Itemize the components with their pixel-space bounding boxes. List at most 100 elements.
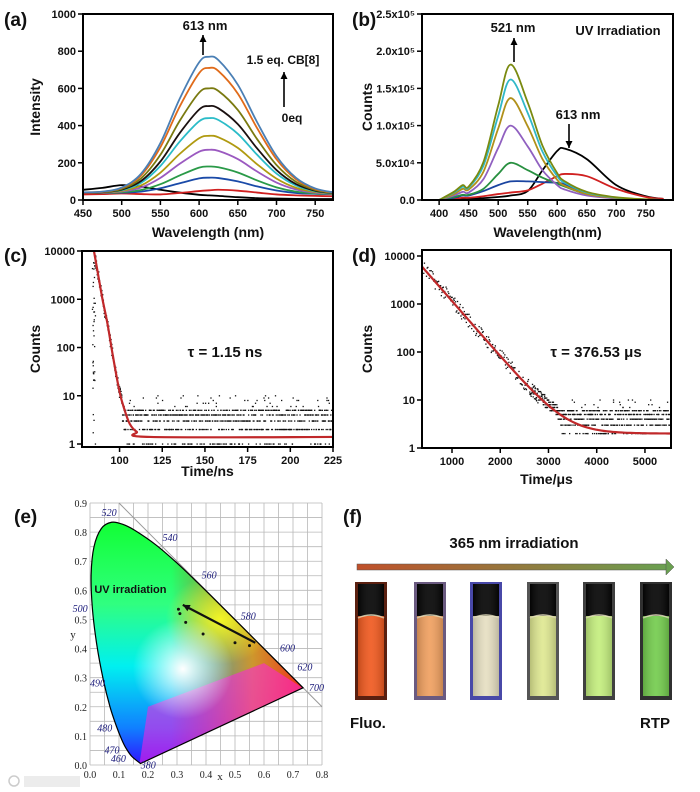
data-point: [640, 410, 642, 412]
data-point: [236, 414, 238, 416]
data-point: [161, 399, 164, 402]
data-point: [578, 413, 580, 416]
data-point: [241, 420, 244, 422]
data-point: [220, 409, 222, 411]
data-point: [327, 414, 329, 416]
vial-glass: [417, 584, 443, 696]
data-point: [281, 414, 283, 416]
data-point: [247, 443, 250, 445]
data-point: [650, 399, 652, 401]
data-point: [272, 409, 274, 411]
data-point: [279, 428, 281, 431]
data-point: [314, 443, 316, 445]
data-point: [540, 395, 542, 397]
data-point: [550, 401, 552, 403]
data-point: [633, 424, 636, 426]
data-point: [612, 399, 615, 401]
data-point: [255, 409, 257, 411]
figure-content: (a) (b) (c) (d) (e) (f) 450 500 550 600 650 700 750 0…: [4, 9, 675, 787]
data-point: [641, 418, 643, 420]
data-point: [437, 280, 439, 283]
data-point: [214, 420, 216, 422]
data-point: [573, 418, 576, 420]
x-tick-label: 450: [459, 208, 477, 220]
data-point: [257, 409, 260, 411]
data-point: [461, 313, 463, 316]
data-point: [217, 443, 219, 445]
x-axis-label: Wavelength(nm): [493, 224, 601, 240]
data-point: [185, 414, 188, 416]
data-point: [666, 418, 669, 420]
data-point: [234, 395, 237, 397]
panel-b-spectra: 400 450 500 550 600 650 700 750 0.0 5.0x10⁴ 1.0x10…: [359, 9, 674, 240]
data-point: [600, 413, 603, 416]
plot-area: [83, 55, 333, 200]
data-point: [456, 300, 459, 303]
data-point: [626, 424, 628, 426]
uv-irradiation-label: UV irradiation: [94, 584, 166, 596]
data-point: [205, 414, 208, 416]
data-point: [184, 428, 187, 431]
data-point: [502, 352, 505, 354]
data-point: [211, 420, 214, 422]
data-point: [600, 432, 603, 435]
data-point: [247, 399, 249, 402]
data-point: [543, 399, 545, 401]
series-line-s4: [83, 165, 333, 195]
data-point: [569, 410, 571, 412]
data-point: [589, 418, 592, 420]
data-point: [151, 428, 154, 431]
data-point: [228, 414, 231, 416]
data-point: [486, 346, 488, 349]
data-point: [655, 418, 657, 420]
data-point: [203, 443, 205, 445]
data-point: [217, 428, 220, 431]
data-point: [554, 404, 556, 406]
rtp-label: RTP: [640, 715, 670, 732]
data-point: [249, 428, 251, 431]
data-point: [257, 428, 259, 431]
data-point: [92, 324, 94, 327]
data-point: [199, 409, 201, 411]
data-point: [600, 418, 603, 420]
data-point: [630, 424, 632, 426]
data-point: [652, 418, 654, 420]
data-point: [663, 424, 665, 426]
data-point: [639, 410, 641, 412]
data-point: [456, 310, 458, 312]
data-point: [585, 410, 588, 412]
data-point: [487, 336, 490, 338]
data-point: [646, 418, 648, 420]
data-point: [324, 409, 326, 411]
data-point: [650, 424, 652, 426]
data-point: [658, 424, 660, 426]
data-point: [501, 350, 503, 352]
data-point: [666, 410, 668, 412]
data-point: [297, 409, 300, 411]
data-point: [432, 273, 434, 275]
data-point: [458, 312, 460, 314]
data-point: [147, 414, 149, 416]
data-point: [610, 410, 612, 412]
data-point: [323, 420, 325, 422]
data-point: [548, 404, 551, 406]
data-point: [546, 406, 548, 409]
data-point: [285, 428, 287, 431]
data-point: [204, 409, 206, 411]
data-point: [146, 428, 148, 431]
data-point: [645, 413, 647, 416]
data-point: [139, 409, 141, 411]
data-point: [328, 443, 330, 445]
data-point: [286, 428, 288, 431]
data-point: [507, 358, 509, 360]
data-point: [654, 418, 656, 420]
data-point: [300, 428, 303, 431]
data-point: [201, 443, 203, 445]
data-point: [539, 390, 542, 393]
data-point: [328, 402, 330, 404]
data-point: [157, 402, 159, 404]
data-point: [322, 428, 324, 431]
data-point: [569, 418, 571, 420]
x-tick-label: 0.5: [229, 770, 242, 781]
